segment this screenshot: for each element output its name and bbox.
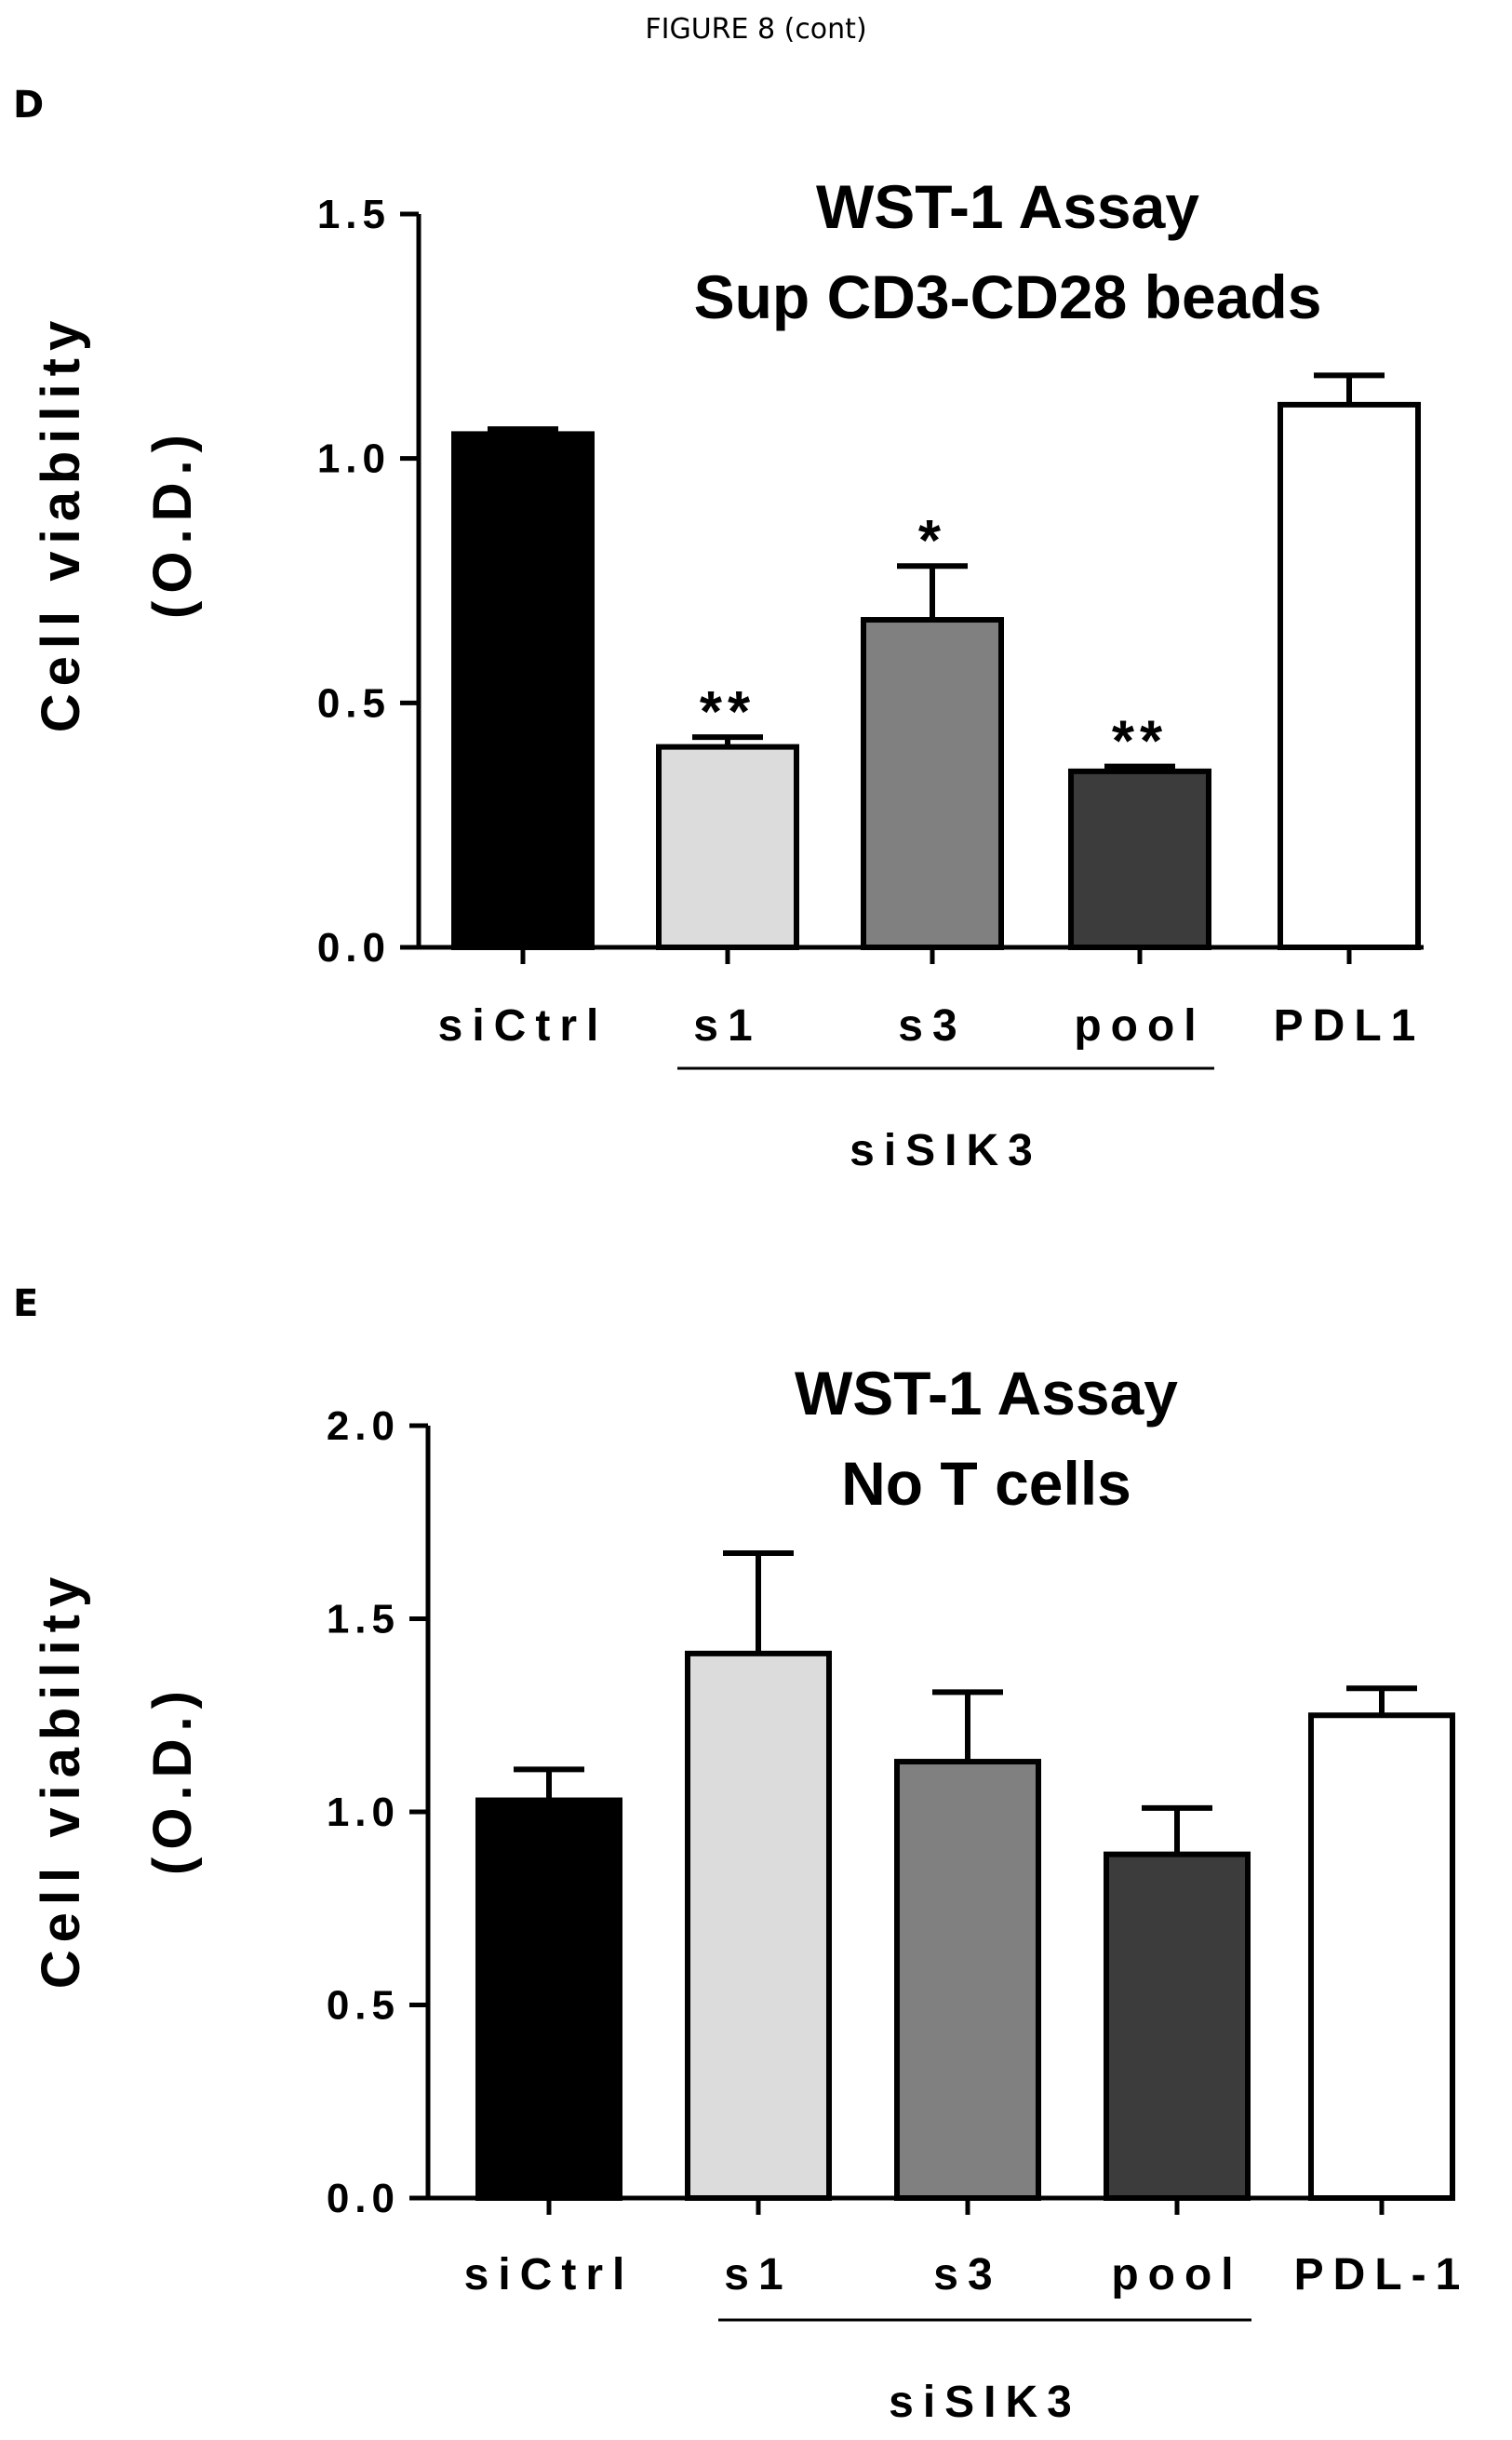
panel-d-bar-pool: [1068, 768, 1211, 950]
panel-d-bar-s1: [656, 744, 799, 951]
panel-e-category-label: pool: [1111, 2250, 1242, 2299]
panel-e-group-label: siSIK3: [889, 2378, 1081, 2427]
panel-letter-d: D: [13, 84, 45, 127]
figure-caption: FIGURE 8 (cont): [645, 13, 867, 46]
panel-d-chart-title-line: Sup CD3-CD28 beads: [694, 262, 1322, 331]
panel-e-y-tick-label: 2.0: [327, 1403, 400, 1449]
panel-d-group-label: siSIK3: [850, 1126, 1042, 1175]
panel-e-y-tick-label: 1.0: [327, 1790, 400, 1835]
panel-e-chart-title-line: WST-1 Assay: [795, 1359, 1178, 1428]
panel-d-y-tick-label: 1.0: [317, 436, 391, 482]
panel-e-bar-pdl-1: [1308, 1712, 1455, 2201]
panel-e-chart-title-line: No T cells: [841, 1449, 1131, 1518]
panel-d-y-tick-label: 0.5: [317, 680, 391, 726]
panel-d-category-label: siCtrl: [438, 1001, 609, 1051]
panel-d-category-label: pool: [1074, 1001, 1205, 1051]
panel-d-category-label: s1: [693, 1001, 761, 1051]
panel-d-category-label: PDL1: [1274, 1001, 1425, 1051]
panel-d-category-label: s3: [898, 1001, 966, 1051]
panel-e-category-label: s3: [933, 2250, 1001, 2299]
panel-e-bar-s3: [894, 1759, 1041, 2202]
panel-e-bar-pool: [1104, 1851, 1251, 2202]
panel-d-bar-sictrl: [451, 431, 595, 950]
panel-e-y-tick-label: 0.5: [327, 1983, 400, 2029]
panel-e-y-tick-label: 0.0: [327, 2176, 400, 2221]
panel-d-y-tick-label: 1.5: [317, 192, 391, 237]
panel-d-y-axis-label: Cell viability: [31, 314, 91, 732]
panel-d-bar-pdl1: [1278, 401, 1421, 950]
panel-d-chart-title-line: WST-1 Assay: [816, 172, 1199, 241]
panel-e-category-label: PDL-1: [1294, 2250, 1470, 2299]
panel-e-bar-sictrl: [475, 1797, 622, 2202]
panel-letter-e: E: [13, 1282, 39, 1325]
panel-e-bar-s1: [685, 1650, 832, 2201]
chart-d: WST-1 Assay Sup CD3-CD28 beads Cell viabil…: [31, 172, 1425, 1175]
panel-e-y-axis-label: Cell viability: [31, 1570, 91, 1989]
panel-e-category-label: siCtrl: [464, 2250, 635, 2299]
chart-e: WST-1 Assay No T cells Cell viability (O.D.…: [31, 1359, 1470, 2427]
panel-d-y-axis-label: (O.D.): [142, 427, 203, 619]
panel-e-y-tick-label: 1.5: [327, 1597, 400, 1642]
panel-d-significance-marker: **: [1112, 710, 1168, 774]
panel-d-significance-marker: *: [918, 509, 946, 573]
panel-e-category-label: s1: [724, 2250, 792, 2299]
panel-e-y-axis-label: (O.D.): [142, 1683, 203, 1875]
panel-d-bar-s3: [861, 617, 1004, 950]
panel-d-y-tick-label: 0.0: [317, 925, 391, 971]
panel-d-significance-marker: **: [700, 680, 756, 744]
